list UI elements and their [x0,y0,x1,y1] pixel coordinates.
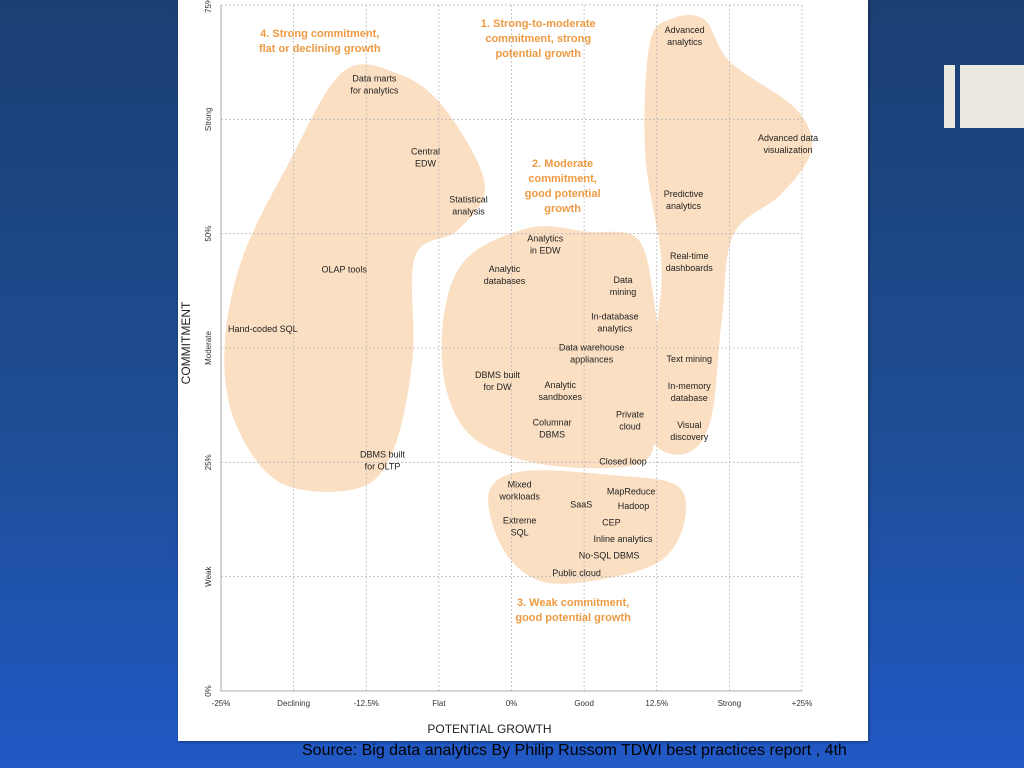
x-tick-label: -12.5% [354,699,379,708]
group-4-region [224,64,485,492]
x-tick-label: +25% [792,699,813,708]
y-tick-label: Moderate [204,331,213,365]
point-label: Advanced data visualization [758,133,818,155]
point-label: SaaS [570,499,592,509]
point-label: Public cloud [552,568,601,578]
point-label: Hand-coded SQL [228,324,298,334]
y-tick-label: Strong [204,108,213,132]
point-label: Extreme SQL [503,515,537,537]
x-tick-label: -25% [212,699,231,708]
source-caption: Source: Big data analytics By Philip Rus… [302,742,847,759]
point-label: Analytic databases [484,264,526,286]
point-label: Data mining [610,275,637,297]
y-tick-label: 75% [204,0,213,13]
y-tick-label: 50% [204,226,213,242]
point-label: MapReduce [607,487,656,497]
point-label: Closed loop [599,456,647,466]
group-2-region [441,226,660,469]
x-tick-label: 12.5% [645,699,668,708]
group-3-title: 3. Weak commitment, good potential growth [515,597,631,624]
decorative-bar-thin [944,65,955,128]
y-tick-label: Weak [204,566,213,587]
decorative-bar-wide [960,65,1024,128]
x-tick-label: Good [574,699,594,708]
y-tick-label: 0% [204,685,213,697]
group-4-title: 4. Strong commitment, flat or declining g… [259,28,381,55]
point-label: Statistical analysis [449,194,488,216]
point-label: Data marts for analytics [350,74,399,96]
point-label: Predictive analytics [664,189,704,211]
point-label: CEP [602,518,621,528]
group-3-region [488,470,687,584]
point-label: In-memory database [668,381,712,403]
point-label: Central EDW [411,147,440,169]
point-label: Analytics in EDW [527,234,564,256]
point-label: Inline analytics [594,534,654,544]
point-label: No-SQL DBMS [579,551,640,561]
point-label: Analytic sandboxes [539,380,583,402]
x-tick-label: Flat [432,699,446,708]
point-label: DBMS built for OLTP [360,450,406,472]
point-label: Private cloud [616,409,644,431]
point-label: Text mining [667,354,713,364]
point-label: Hadoop [618,501,650,511]
x-tick-label: Strong [718,699,742,708]
point-label: Columnar DBMS [533,417,572,439]
point-label: In-database analytics [591,311,639,333]
point-label: Visual discovery [670,420,709,442]
x-tick-label: 0% [506,699,518,708]
point-label: Mixed workloads [498,480,540,502]
group-2-title: 2. Moderate commitment, good potential grow… [525,158,601,215]
group-1-region [644,15,812,455]
group-1-title: 1. Strong-to-moderate commitment, strong p… [481,18,596,60]
point-label: DBMS built for DW [475,370,521,392]
chart-canvas: -25% Declining -12.5% Flat 0% Good 12.5% Strong… [179,0,818,736]
x-tick-label: Declining [277,699,310,708]
point-label: OLAP tools [321,264,367,274]
y-tick-label: 25% [204,454,213,470]
point-label: Data warehouse appliances [559,342,625,364]
y-axis-title: COMMITMENT [179,301,193,384]
chart-panel: -25% Declining -12.5% Flat 0% Good 12.5% Strong… [178,0,868,741]
point-label: Advanced analytics [665,25,705,47]
x-axis-title: POTENTIAL GROWTH [427,722,551,736]
point-label: Real-time dashboards [666,251,714,273]
